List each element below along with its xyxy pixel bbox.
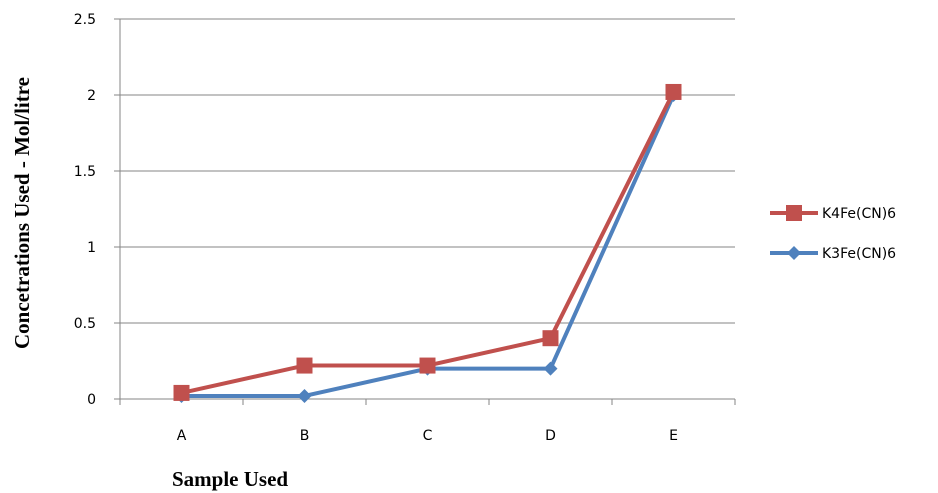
legend-item: K3Fe(CN)6 — [770, 246, 896, 262]
x-tick-label: D — [545, 428, 556, 444]
series-K4Fe(CN)6 — [173, 83, 682, 401]
series-layer — [173, 83, 682, 403]
series-line — [181, 94, 676, 398]
x-tick-label: E — [669, 428, 678, 444]
y-axis-title: Concetrations Used - Mol/litre — [10, 77, 34, 349]
y-tick-label: 1 — [87, 240, 96, 256]
x-tick-label: A — [177, 428, 187, 444]
y-tick-labels: 0 0.5 1 1.5 2 2.5 — [74, 12, 96, 408]
data-point — [542, 330, 559, 347]
legend-label: K4Fe(CN)6 — [822, 206, 896, 222]
data-point — [173, 384, 190, 401]
legend-label: K3Fe(CN)6 — [822, 246, 896, 262]
y-tick-label: 2 — [87, 88, 96, 104]
legend-item: K4Fe(CN)6 — [770, 205, 896, 222]
gridlines — [120, 18, 735, 324]
legend: K4Fe(CN)6 K3Fe(CN)6 — [770, 205, 896, 262]
y-tick-label: 0 — [87, 392, 96, 408]
x-tick-label: B — [300, 428, 310, 444]
x-axis-title: Sample Used — [172, 467, 288, 491]
series-K3Fe(CN)6 — [174, 88, 681, 403]
data-point — [665, 83, 682, 100]
data-point — [296, 357, 313, 374]
y-tick-label: 2.5 — [74, 12, 96, 28]
y-tick-label: 1.5 — [74, 164, 96, 180]
data-point — [297, 388, 312, 403]
data-point — [419, 357, 436, 374]
series-line — [181, 91, 676, 395]
legend-marker — [786, 205, 802, 221]
x-tick-labels: A B C D E — [177, 428, 678, 444]
legend-marker — [787, 246, 801, 260]
axes — [114, 18, 736, 405]
y-tick-label: 0.5 — [74, 316, 96, 332]
x-tick-label: C — [423, 428, 433, 444]
data-point — [543, 361, 558, 376]
